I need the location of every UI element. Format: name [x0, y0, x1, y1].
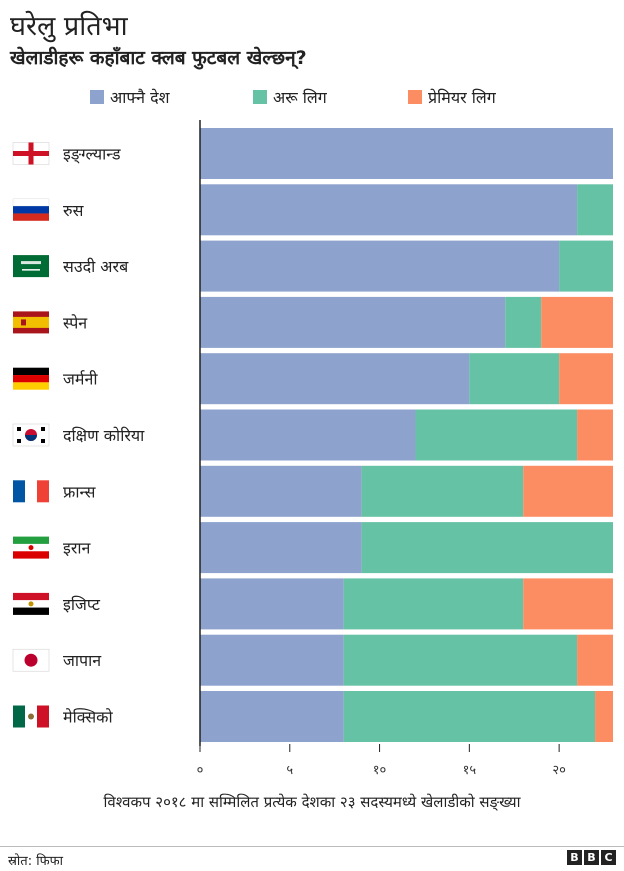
- bar-segment-other-league: [343, 634, 578, 686]
- bar-segment-own-country: [200, 353, 470, 405]
- bar-segment-own-country: [200, 296, 506, 348]
- mexico-flag-icon: [13, 705, 49, 728]
- bar-segment-own-country: [200, 409, 416, 461]
- bar-segment-other-league: [361, 522, 613, 574]
- bar-segment-premier-league: [523, 578, 613, 630]
- legend-label-premier-league: प्रेमियर लिग: [428, 88, 496, 107]
- chart-caption: विश्वकप २०१८ मा सम्मिलित प्रत्येक देशका …: [103, 793, 521, 811]
- legend-label-own-country: आफ्नै देश: [110, 88, 170, 107]
- bar-segment-own-country: [200, 240, 560, 292]
- iran-flag-icon: [13, 536, 49, 559]
- bbc-logo: B B C: [567, 850, 616, 865]
- bar-segment-own-country: [200, 522, 362, 574]
- category-label: फ्रान्स: [63, 482, 97, 501]
- chart-title: घरेलु प्रतिभा: [10, 11, 128, 42]
- chart-legend: आफ्नै देश अरू लिग प्रेमियर लिग: [0, 86, 624, 108]
- bar-segment-premier-league: [595, 691, 613, 742]
- category-label: जापान: [63, 651, 102, 670]
- source-note: स्रोत: फिफा: [8, 854, 63, 869]
- x-tick-label: १०: [373, 763, 387, 778]
- category-label: मेक्सिको: [63, 708, 113, 727]
- egypt-flag-icon: [13, 592, 49, 615]
- category-label: रुस: [63, 201, 85, 220]
- legend-swatch-own-country: [90, 90, 104, 104]
- bar-segment-own-country: [200, 184, 578, 236]
- bar-segment-premier-league: [541, 296, 613, 348]
- bar-segment-premier-league: [559, 353, 613, 405]
- legend-swatch-premier-league: [408, 90, 422, 104]
- category-label: दक्षिण कोरिया: [63, 426, 145, 445]
- bbc-logo-letter-1: B: [567, 850, 582, 865]
- bar-segment-other-league: [343, 691, 596, 742]
- footer-divider: [0, 846, 624, 847]
- bar-segment-premier-league: [577, 634, 613, 686]
- legend-item-other-league: अरू लिग: [253, 86, 327, 108]
- bar-segment-other-league: [577, 184, 613, 236]
- saudi-arabia-flag-icon: [13, 255, 49, 278]
- legend-swatch-other-league: [253, 90, 267, 104]
- bar-segment-other-league: [415, 409, 578, 461]
- category-label: इजिप्ट: [63, 595, 101, 614]
- chart-subtitle: खेलाडीहरू कहाँबाट क्लब फुटबल खेल्छन्?: [10, 47, 307, 69]
- bar-segment-own-country: [200, 578, 344, 630]
- stacked-bar-chart: इङ्ग्ल्यान्ड रुस सउदी अरब स्पेन जर्मनी दक्षिण…: [12, 120, 613, 778]
- bar-segment-other-league: [469, 353, 560, 405]
- bar-segment-other-league: [559, 240, 613, 292]
- legend-item-own-country: आफ्नै देश: [90, 86, 170, 108]
- category-label: स्पेन: [63, 313, 88, 332]
- spain-flag-icon: [13, 311, 49, 334]
- bar-segment-own-country: [200, 465, 362, 517]
- bbc-logo-letter-2: B: [584, 850, 599, 865]
- france-flag-icon: [13, 480, 49, 503]
- bar-segment-own-country: [200, 691, 344, 742]
- bar-segment-premier-league: [523, 465, 613, 517]
- legend-item-premier-league: प्रेमियर लिग: [408, 86, 496, 108]
- england-flag-icon: [12, 142, 50, 165]
- bar-segment-other-league: [343, 578, 524, 630]
- legend-label-other-league: अरू लिग: [273, 88, 327, 107]
- x-tick-label: १५: [463, 763, 477, 778]
- x-tick-label: २०: [552, 763, 566, 778]
- x-tick-label: ५: [286, 763, 293, 778]
- category-label: जर्मनी: [63, 370, 98, 389]
- bar-segment-other-league: [361, 465, 524, 517]
- category-label: इरान: [63, 539, 92, 558]
- russia-flag-icon: [12, 198, 50, 221]
- japan-flag-icon: [12, 648, 50, 672]
- south-korea-flag-icon: [12, 423, 50, 447]
- bbc-logo-letter-3: C: [601, 850, 616, 865]
- bar-segment-own-country: [200, 634, 344, 686]
- bar-segment-own-country: [200, 128, 613, 179]
- category-label: सउदी अरब: [63, 257, 129, 276]
- x-tick-label: ०: [197, 763, 204, 778]
- germany-flag-icon: [13, 367, 49, 390]
- bar-segment-other-league: [505, 296, 542, 348]
- category-label: इङ्ग्ल्यान्ड: [63, 145, 121, 165]
- bar-segment-premier-league: [577, 409, 613, 461]
